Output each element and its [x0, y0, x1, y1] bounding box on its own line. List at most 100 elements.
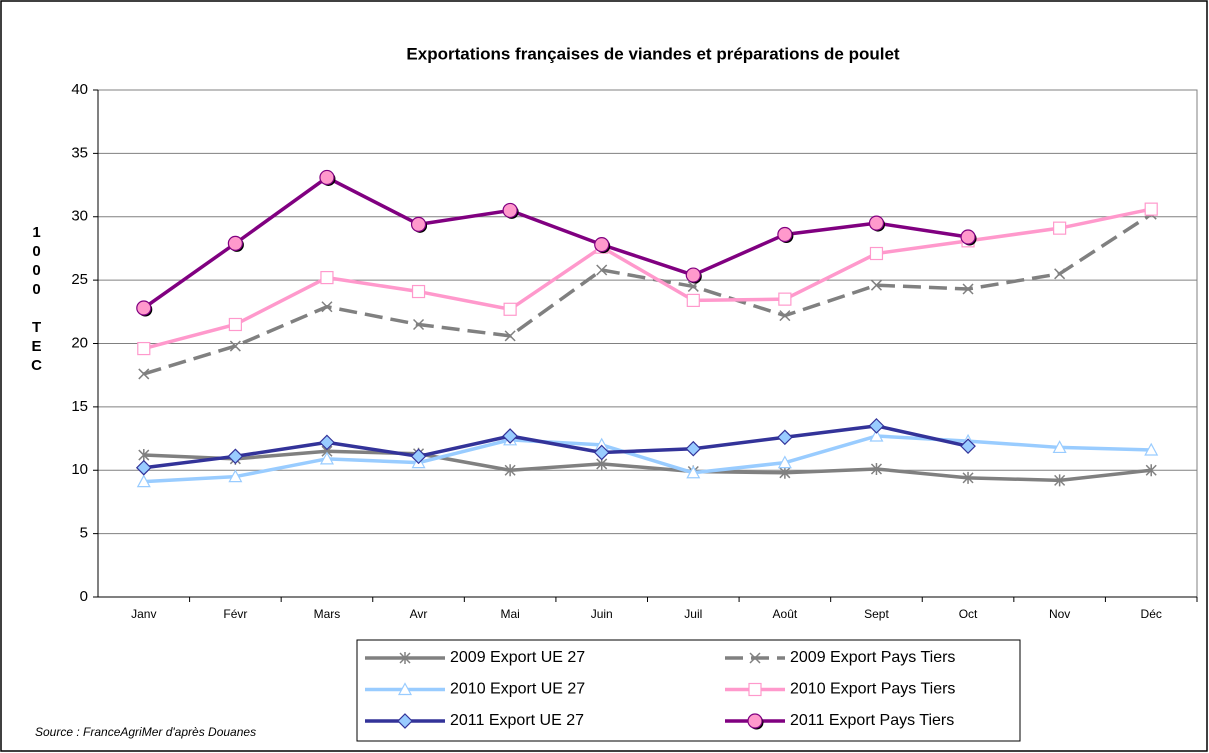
data-point	[503, 302, 517, 316]
y-tick-label: 5	[80, 525, 88, 542]
x-tick-label: Déc	[1141, 607, 1162, 621]
data-point	[777, 226, 793, 243]
data-point	[228, 469, 243, 483]
data-point	[779, 466, 791, 479]
x-tick-label: Juin	[591, 607, 613, 621]
data-point	[319, 451, 334, 465]
data-point	[413, 318, 425, 331]
legend-marker	[397, 682, 413, 696]
legend-marker	[749, 652, 761, 664]
data-point	[1053, 221, 1067, 235]
data-point	[227, 235, 243, 251]
x-tick-label: Août	[773, 607, 798, 621]
data-point	[504, 330, 516, 342]
data-point	[594, 237, 610, 253]
data-point	[502, 202, 518, 219]
y-axis-label: 1000 TEC	[28, 224, 45, 376]
data-point	[779, 310, 791, 322]
data-point	[227, 448, 244, 465]
y-tick-label: 20	[71, 334, 88, 351]
data-point	[596, 264, 608, 276]
data-point	[411, 284, 426, 299]
data-point	[870, 462, 882, 475]
chart-title: Exportations françaises de viandes et pr…	[406, 44, 899, 63]
data-point	[870, 279, 882, 291]
data-point	[138, 449, 150, 462]
data-point	[502, 428, 518, 444]
data-point	[1054, 268, 1066, 280]
data-point	[229, 340, 241, 352]
legend-marker	[397, 713, 413, 729]
legend-label: 2010 Export UE 27	[450, 681, 585, 698]
data-point	[685, 267, 701, 283]
series-line	[143, 424, 969, 470]
data-point	[136, 300, 152, 316]
source-note: Source : FranceAgriMer d'après Douanes	[35, 725, 256, 739]
x-tick-label: Nov	[1049, 607, 1070, 621]
x-tick-label: Oct	[959, 607, 978, 621]
data-point	[320, 270, 334, 285]
data-point	[869, 428, 884, 442]
data-point	[504, 464, 516, 477]
legend-label: 2010 Export Pays Tiers	[790, 681, 955, 698]
data-point	[777, 455, 792, 469]
data-point	[1054, 474, 1066, 487]
data-point	[868, 418, 885, 434]
data-point	[593, 444, 610, 461]
series-line	[143, 449, 1152, 483]
x-tick-label: Janv	[131, 607, 156, 621]
data-point	[1144, 442, 1159, 456]
x-tick-label: Sept	[864, 607, 889, 621]
x-tick-label: Févr	[223, 607, 247, 621]
data-point	[962, 471, 974, 484]
y-tick-label: 0	[80, 588, 88, 605]
data-point	[138, 368, 150, 380]
legend	[356, 639, 1021, 742]
x-tick-label: Mai	[500, 607, 519, 621]
data-point	[135, 459, 152, 476]
x-tick-label: Mars	[314, 607, 341, 621]
legend-label: 2011 Export Pays Tiers	[790, 712, 954, 729]
series-line	[143, 212, 1153, 376]
data-point	[685, 440, 702, 457]
y-tick-label: 30	[71, 208, 88, 225]
legend-marker	[399, 652, 411, 664]
y-tick-label: 25	[71, 271, 88, 288]
data-point	[1145, 464, 1157, 477]
y-tick-label: 35	[71, 144, 88, 161]
y-tick-label: 10	[71, 461, 88, 478]
y-tick-label: 15	[71, 398, 88, 415]
data-point	[410, 216, 427, 232]
data-point	[960, 438, 976, 455]
legend-label: 2011 Export UE 27	[450, 712, 584, 729]
data-point	[960, 229, 976, 245]
data-point	[686, 465, 701, 479]
legend-label: 2009 Export Pays Tiers	[790, 649, 955, 666]
series-line	[143, 434, 1152, 484]
data-point	[778, 292, 792, 306]
data-point	[1052, 440, 1067, 454]
data-point	[410, 448, 427, 465]
legend-label: 2009 Export UE 27	[450, 649, 585, 666]
y-tick-label: 40	[71, 81, 88, 98]
data-point	[777, 429, 793, 446]
data-point	[1144, 202, 1158, 216]
series-line	[143, 207, 1152, 351]
data-point	[686, 293, 700, 308]
data-point	[136, 474, 151, 488]
legend-marker	[748, 682, 762, 697]
data-point	[869, 246, 884, 261]
data-point	[228, 317, 242, 332]
series-line	[142, 175, 969, 310]
data-point	[319, 434, 335, 451]
x-tick-label: Juil	[684, 607, 702, 621]
data-point	[868, 215, 885, 231]
legend-marker	[747, 713, 763, 729]
data-point	[962, 283, 974, 295]
data-point	[319, 169, 335, 186]
data-point	[137, 341, 151, 356]
data-point	[321, 301, 333, 313]
x-tick-label: Avr	[410, 607, 428, 621]
